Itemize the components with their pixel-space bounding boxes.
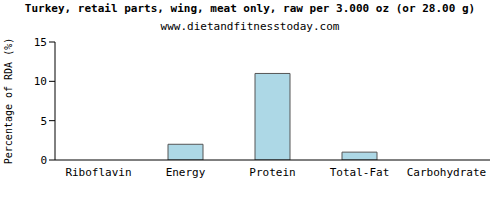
svg-text:Carbohydrate: Carbohydrate [407,166,486,179]
svg-text:Protein: Protein [249,166,295,179]
html-text:Turkey, retail parts, wing, me: Turkey, retail parts, wing, meat only, r… [24,2,476,15]
svg-text:15: 15 [34,36,47,49]
svg-text:Riboflavin: Riboflavin [65,166,131,179]
svg-text:Energy: Energy [166,166,206,179]
svg-text:5: 5 [40,115,47,128]
svg-text:Total-Fat: Total-Fat [330,166,390,179]
svg-text:Percentage of RDA (%): Percentage of RDA (%) [8,38,14,164]
svg-text:0: 0 [40,154,47,167]
svg-text:10: 10 [34,75,47,88]
html-text:www.dietandfitnesstoday.com: www.dietandfitnesstoday.com [160,20,340,33]
